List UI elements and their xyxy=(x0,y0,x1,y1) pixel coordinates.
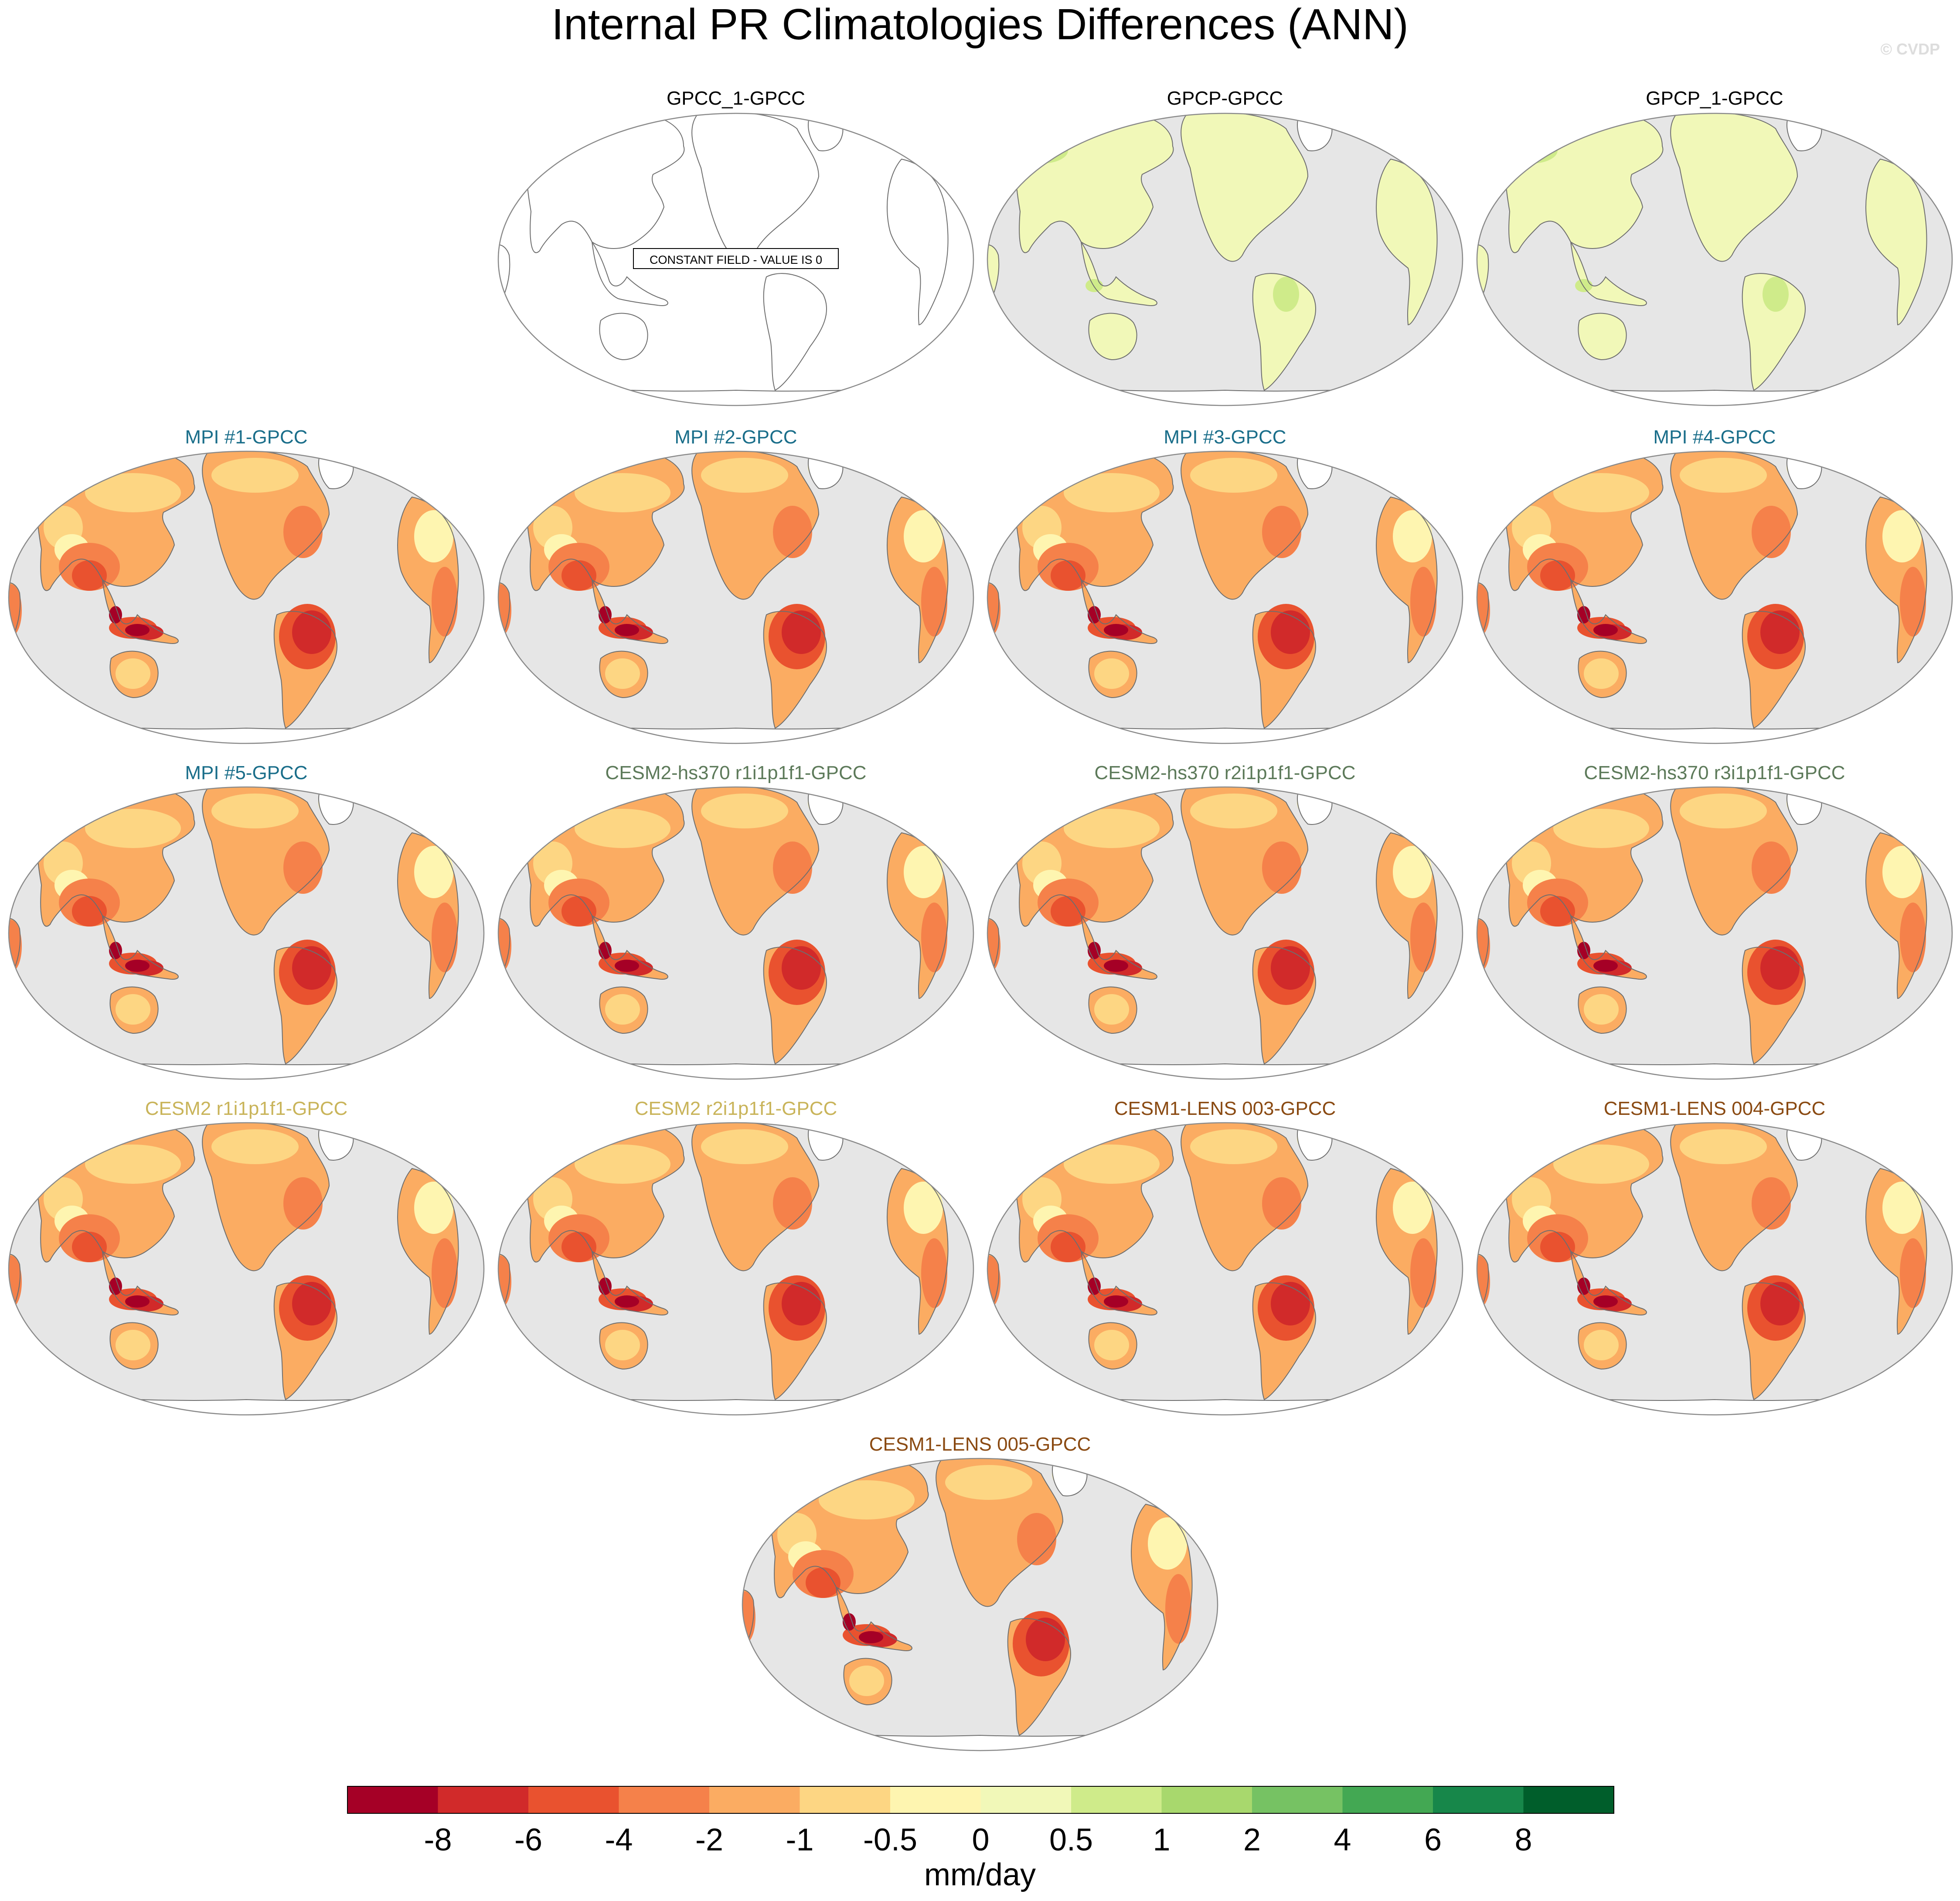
colorbar-swatch xyxy=(528,1786,619,1813)
world-map xyxy=(497,450,974,744)
panel-title: CESM1-LENS 003-GPCC xyxy=(1114,1098,1336,1119)
world-map: CONSTANT FIELD - VALUE IS 0 xyxy=(497,112,974,406)
world-map xyxy=(497,786,974,1080)
map-panel: CESM1-LENS 005-GPCC xyxy=(742,1434,1218,1751)
panel-title: GPCP-GPCC xyxy=(1167,88,1283,109)
map-panel: MPI #4-GPCC xyxy=(1476,426,1953,744)
world-map xyxy=(987,112,1463,406)
colorbar-unit: mm/day xyxy=(924,1857,1036,1892)
colorbar-swatch xyxy=(1342,1786,1433,1813)
world-map xyxy=(1476,450,1953,744)
colorbar-swatch xyxy=(800,1786,891,1813)
colorbar-tick-label: -2 xyxy=(695,1823,723,1857)
map-panel: GPCC_1-GPCC CONSTANT FIELD - VALUE IS 0 xyxy=(497,88,974,406)
world-map xyxy=(1476,1122,1953,1416)
world-map xyxy=(8,1122,485,1416)
colorbar-swatch xyxy=(980,1786,1072,1813)
map-panel: GPCP_1-GPCC xyxy=(1476,88,1953,406)
world-map xyxy=(1476,112,1953,406)
panel-title: MPI #2-GPCC xyxy=(674,426,797,448)
world-map xyxy=(987,450,1463,744)
map-panel: CESM2 r2i1p1f1-GPCC xyxy=(497,1098,974,1416)
panel-title: MPI #5-GPCC xyxy=(185,762,307,784)
map-panel: CESM2-hs370 r3i1p1f1-GPCC xyxy=(1476,762,1953,1080)
colorbar-tick-label: 1 xyxy=(1153,1823,1170,1857)
colorbar-swatch xyxy=(709,1786,800,1813)
panel-title: CESM2 r1i1p1f1-GPCC xyxy=(145,1098,348,1119)
cvdp-watermark: © CVDP xyxy=(1880,40,1940,58)
world-map xyxy=(987,786,1463,1080)
panel-title: CESM2-hs370 r3i1p1f1-GPCC xyxy=(1584,762,1845,784)
colorbar-tick-label: 0 xyxy=(972,1823,989,1857)
figure-title: Internal PR Climatologies Differences (A… xyxy=(551,0,1409,49)
map-panel: CESM1-LENS 003-GPCC xyxy=(987,1098,1463,1416)
map-panel: MPI #1-GPCC xyxy=(8,426,485,744)
panel-title: CESM2-hs370 r1i1p1f1-GPCC xyxy=(605,762,866,784)
panel-title: MPI #4-GPCC xyxy=(1653,426,1776,448)
colorbar: -8 -6 -4 -2 -1 -0.5 0 0.5 1 2 4 6 8 mm/day xyxy=(347,1786,1614,1892)
colorbar-tick-label: -8 xyxy=(424,1823,452,1857)
colorbar-tick-label: 4 xyxy=(1334,1823,1351,1857)
map-panel: GPCP-GPCC xyxy=(987,88,1463,406)
colorbar-swatch xyxy=(1161,1786,1252,1813)
colorbar-swatch xyxy=(1433,1786,1524,1813)
colorbar-swatch xyxy=(890,1786,981,1813)
map-panel: CESM2 r1i1p1f1-GPCC xyxy=(8,1098,485,1416)
map-panel: CESM1-LENS 004-GPCC xyxy=(1476,1098,1953,1416)
colorbar-tick-label: -6 xyxy=(514,1823,542,1857)
map-panel: MPI #2-GPCC xyxy=(497,426,974,744)
panel-title: CESM2-hs370 r2i1p1f1-GPCC xyxy=(1094,762,1355,784)
colorbar-swatch xyxy=(1523,1786,1614,1813)
world-map xyxy=(742,1458,1218,1751)
colorbar-swatch xyxy=(1252,1786,1343,1813)
map-panel: MPI #3-GPCC xyxy=(987,426,1463,744)
colorbar-swatch xyxy=(438,1786,529,1813)
colorbar-tick-label: -1 xyxy=(786,1823,813,1857)
panel-title: GPCP_1-GPCC xyxy=(1646,88,1783,109)
map-panel: CESM2-hs370 r2i1p1f1-GPCC xyxy=(987,762,1463,1080)
panel-title: MPI #3-GPCC xyxy=(1164,426,1286,448)
colorbar-tick-label: -4 xyxy=(605,1823,633,1857)
panel-title: MPI #1-GPCC xyxy=(185,426,307,448)
colorbar-tick-label: 6 xyxy=(1424,1823,1442,1857)
colorbar-swatch xyxy=(619,1786,710,1813)
colorbar-tick-label: 0.5 xyxy=(1049,1823,1093,1857)
colorbar-tick-label: -0.5 xyxy=(863,1823,917,1857)
colorbar-tick-label: 8 xyxy=(1514,1823,1532,1857)
constant-field-label: CONSTANT FIELD - VALUE IS 0 xyxy=(633,248,839,269)
panel-title: CESM1-LENS 005-GPCC xyxy=(869,1434,1091,1455)
world-map xyxy=(8,786,485,1080)
map-panel: MPI #5-GPCC xyxy=(8,762,485,1080)
panel-title: CESM1-LENS 004-GPCC xyxy=(1604,1098,1826,1119)
svg-text:CONSTANT FIELD - VALUE IS 0: CONSTANT FIELD - VALUE IS 0 xyxy=(650,253,822,266)
world-map xyxy=(1476,786,1953,1080)
map-panel: CESM2-hs370 r1i1p1f1-GPCC xyxy=(497,762,974,1080)
panel-title: CESM2 r2i1p1f1-GPCC xyxy=(635,1098,837,1119)
world-map xyxy=(987,1122,1463,1416)
world-map xyxy=(497,1122,974,1416)
colorbar-swatch xyxy=(347,1786,438,1813)
world-map xyxy=(8,450,485,744)
colorbar-swatch xyxy=(1071,1786,1162,1813)
panel-title: GPCC_1-GPCC xyxy=(667,88,805,109)
colorbar-tick-label: 2 xyxy=(1243,1823,1261,1857)
